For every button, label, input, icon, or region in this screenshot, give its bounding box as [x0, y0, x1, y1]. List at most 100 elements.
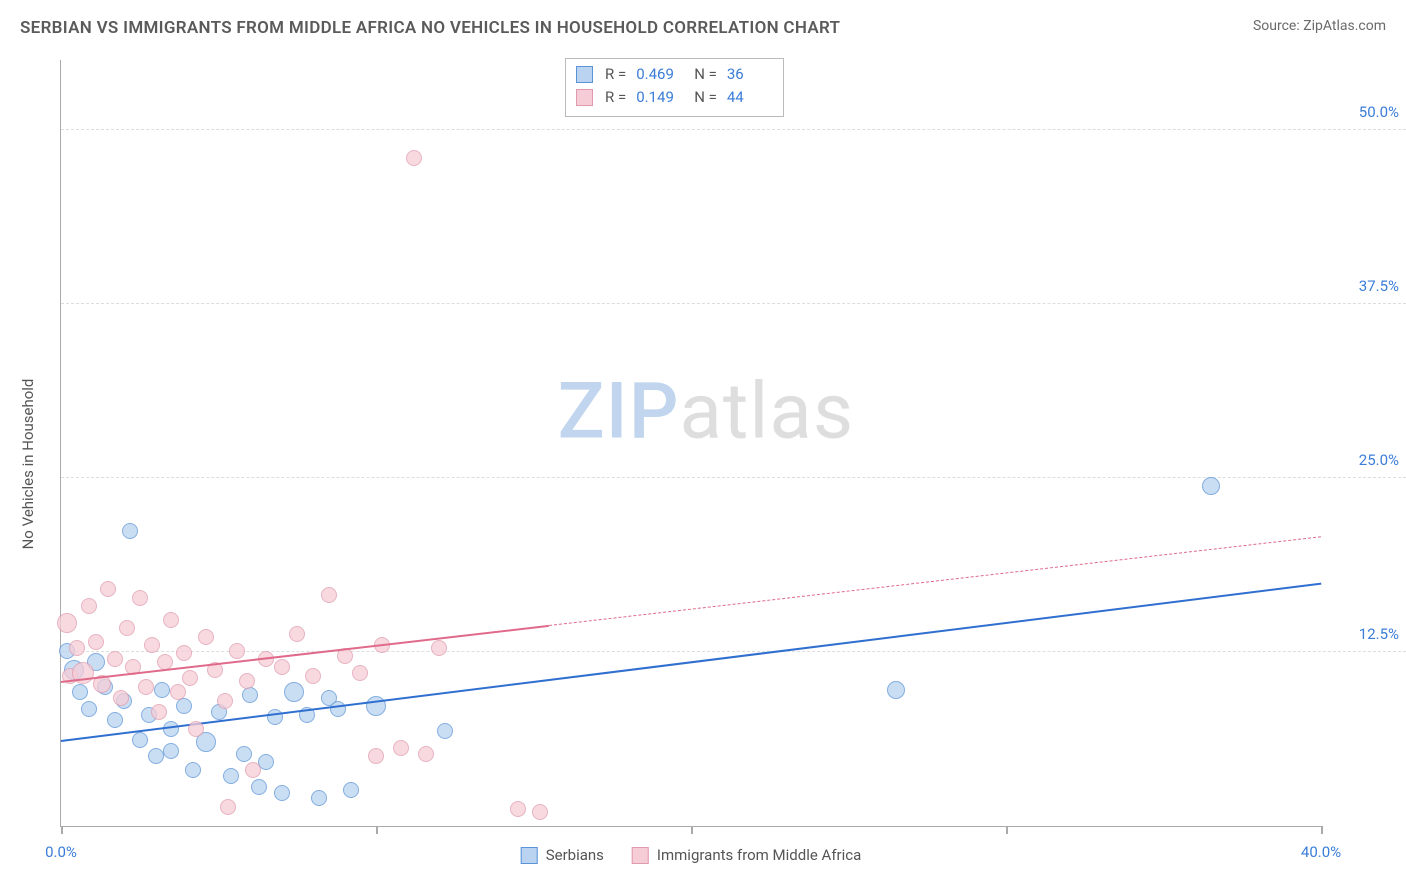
- data-point-serbians: [343, 782, 359, 798]
- stat-r-value: 0.149: [636, 86, 682, 109]
- data-point-middle-africa: [132, 590, 148, 606]
- x-tick-label: 0.0%: [45, 843, 77, 861]
- data-point-middle-africa: [393, 740, 409, 756]
- y-tick-label: 25.0%: [1359, 451, 1399, 469]
- data-point-middle-africa: [188, 721, 204, 737]
- source-attribution: Source: ZipAtlas.com: [1253, 18, 1386, 34]
- data-point-middle-africa: [305, 668, 321, 684]
- stat-n-value: 36: [727, 63, 773, 86]
- watermark: ZIPatlas: [558, 367, 855, 458]
- data-point-middle-africa: [289, 626, 305, 642]
- data-point-middle-africa: [119, 620, 135, 636]
- legend-swatch: [576, 89, 593, 106]
- data-point-middle-africa: [368, 748, 384, 764]
- scatter-plot-area: ZIPatlas R =0.469N =36R =0.149N =44 Serb…: [60, 60, 1321, 827]
- data-point-middle-africa: [113, 690, 129, 706]
- y-axis-label: No Vehicles in Household: [19, 378, 37, 549]
- data-point-middle-africa: [176, 645, 192, 661]
- gridline-horizontal: [61, 129, 1406, 130]
- data-point-middle-africa: [157, 654, 173, 670]
- data-point-middle-africa: [418, 746, 434, 762]
- data-point-serbians: [132, 732, 148, 748]
- legend-label: Serbians: [546, 846, 604, 864]
- stat-r-label: R =: [605, 86, 626, 109]
- legend-item: Immigrants from Middle Africa: [632, 846, 861, 864]
- gridline-horizontal: [61, 477, 1406, 478]
- data-point-serbians: [251, 779, 267, 795]
- watermark-prefix: ZIP: [558, 367, 680, 458]
- data-point-middle-africa: [81, 598, 97, 614]
- data-point-serbians: [223, 768, 239, 784]
- data-point-serbians: [311, 790, 327, 806]
- source-link[interactable]: ZipAtlas.com: [1303, 18, 1386, 34]
- series-legend: Serbians Immigrants from Middle Africa: [521, 846, 862, 864]
- x-tick: [691, 826, 693, 834]
- watermark-suffix: atlas: [679, 367, 854, 458]
- stat-r-value: 0.469: [636, 63, 682, 86]
- stats-row: R = 0.469 N = 36: [576, 63, 773, 86]
- data-point-middle-africa: [217, 693, 233, 709]
- legend-item: Serbians: [521, 846, 604, 864]
- trend-line: [549, 536, 1321, 626]
- y-tick-label: 50.0%: [1359, 103, 1399, 121]
- data-point-middle-africa: [144, 637, 160, 653]
- data-point-middle-africa: [69, 640, 85, 656]
- x-tick: [376, 826, 378, 834]
- data-point-middle-africa: [107, 651, 123, 667]
- stat-n-label: N =: [694, 86, 717, 109]
- data-point-serbians: [330, 701, 346, 717]
- data-point-serbians: [163, 743, 179, 759]
- data-point-serbians: [72, 684, 88, 700]
- stat-n-label: N =: [694, 63, 717, 86]
- x-tick: [1321, 826, 1323, 834]
- y-tick-label: 37.5%: [1359, 277, 1399, 295]
- data-point-middle-africa: [431, 640, 447, 656]
- y-tick-label: 12.5%: [1359, 625, 1399, 643]
- source-label: Source:: [1253, 18, 1300, 34]
- data-point-serbians: [274, 785, 290, 801]
- data-point-middle-africa: [352, 665, 368, 681]
- data-point-serbians: [284, 682, 304, 702]
- data-point-middle-africa: [163, 612, 179, 628]
- data-point-serbians: [437, 723, 453, 739]
- data-point-middle-africa: [198, 629, 214, 645]
- data-point-middle-africa: [274, 659, 290, 675]
- data-point-serbians: [1202, 477, 1220, 495]
- data-point-serbians: [176, 698, 192, 714]
- data-point-serbians: [122, 523, 138, 539]
- data-point-middle-africa: [321, 587, 337, 603]
- stat-n-value: 44: [727, 86, 773, 109]
- data-point-serbians: [887, 681, 905, 699]
- data-point-middle-africa: [510, 801, 526, 817]
- stat-r-label: R =: [605, 63, 626, 86]
- data-point-middle-africa: [170, 684, 186, 700]
- data-point-middle-africa: [532, 804, 548, 820]
- legend-label: Immigrants from Middle Africa: [657, 846, 861, 864]
- data-point-middle-africa: [138, 679, 154, 695]
- data-point-serbians: [242, 687, 258, 703]
- data-point-middle-africa: [57, 613, 77, 633]
- stats-row: R = 0.149 N = 44: [576, 86, 773, 109]
- legend-swatch: [576, 66, 593, 83]
- data-point-serbians: [236, 746, 252, 762]
- data-point-serbians: [107, 712, 123, 728]
- data-point-serbians: [148, 748, 164, 764]
- data-point-middle-africa: [182, 670, 198, 686]
- legend-swatch: [521, 847, 538, 864]
- data-point-middle-africa: [100, 581, 116, 597]
- x-tick-label: 40.0%: [1301, 843, 1341, 861]
- stats-legend-box: R = 0.469 N = 36 R = 0.149 N = 44: [565, 58, 784, 117]
- data-point-middle-africa: [88, 634, 104, 650]
- data-point-middle-africa: [220, 799, 236, 815]
- data-point-middle-africa: [406, 150, 422, 166]
- trend-line: [61, 582, 1321, 741]
- data-point-middle-africa: [239, 673, 255, 689]
- data-point-serbians: [81, 701, 97, 717]
- x-tick: [61, 826, 63, 834]
- data-point-serbians: [154, 682, 170, 698]
- x-tick: [1006, 826, 1008, 834]
- gridline-horizontal: [61, 303, 1406, 304]
- data-point-serbians: [185, 762, 201, 778]
- data-point-middle-africa: [229, 643, 245, 659]
- legend-swatch: [632, 847, 649, 864]
